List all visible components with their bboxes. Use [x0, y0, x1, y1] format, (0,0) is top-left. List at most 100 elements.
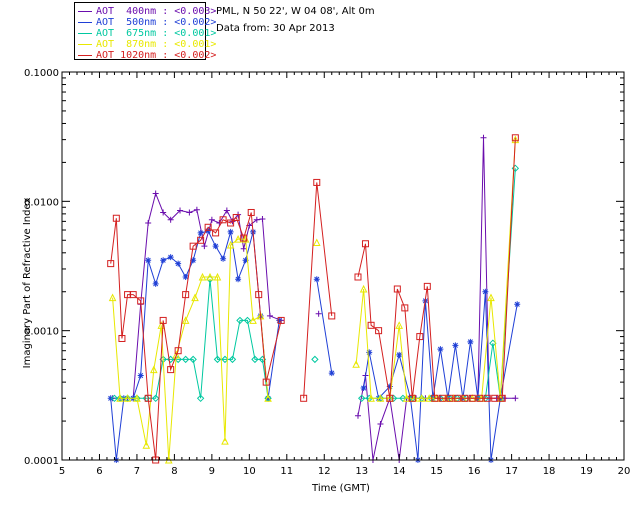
data-point — [234, 235, 242, 243]
site-info-line1: PML, N 50 22', W 04 08', Alt 0m — [216, 6, 375, 17]
data-point — [167, 254, 174, 261]
data-point — [201, 243, 208, 250]
data-point — [145, 257, 152, 264]
data-point — [491, 394, 499, 402]
data-point — [467, 338, 474, 345]
data-point — [354, 412, 361, 419]
data-point — [251, 355, 259, 364]
series-line — [112, 191, 282, 399]
data-point — [204, 223, 212, 231]
x-tick-label: 13 — [355, 466, 368, 477]
x-tick-label: 17 — [505, 466, 518, 477]
data-point — [240, 234, 248, 242]
legend-swatch — [78, 11, 92, 12]
data-point — [159, 316, 167, 324]
data-point — [389, 394, 398, 402]
data-point — [172, 350, 181, 359]
data-point — [276, 317, 283, 324]
legend-label: AOT 675nm : <0.001> — [96, 28, 217, 39]
data-point — [498, 394, 506, 402]
data-point — [186, 209, 193, 216]
legend-swatch — [78, 55, 92, 56]
data-point — [399, 394, 407, 402]
data-point — [512, 395, 519, 402]
data-point — [219, 216, 227, 224]
data-point — [468, 394, 476, 402]
data-point — [514, 301, 521, 308]
data-point — [167, 216, 174, 223]
data-point — [367, 394, 375, 402]
data-point — [277, 316, 285, 324]
data-point — [358, 394, 366, 402]
data-point — [232, 213, 240, 221]
x-tick-label: 15 — [430, 466, 443, 477]
data-point — [453, 394, 461, 402]
x-tick-label: 10 — [243, 466, 256, 477]
legend-label: AOT 400nm : <0.003> — [96, 6, 217, 17]
legend-label: AOT 870nm : <0.001> — [96, 39, 217, 50]
series-line — [355, 139, 516, 399]
data-point — [107, 395, 114, 402]
data-point — [312, 238, 321, 247]
x-tick-label: 12 — [318, 466, 331, 477]
data-point — [437, 346, 444, 353]
data-point — [446, 394, 454, 402]
data-point — [431, 394, 439, 402]
data-point — [395, 321, 404, 329]
data-point — [377, 420, 384, 427]
series-line — [112, 238, 269, 461]
data-point — [483, 394, 491, 402]
data-point — [235, 276, 242, 283]
data-point — [247, 208, 255, 216]
data-point — [313, 276, 320, 283]
legend-entry: AOT 400nm : <0.003> — [75, 5, 216, 18]
series-line — [303, 182, 333, 399]
y-tick-label: 0.0100 — [24, 197, 59, 208]
series-line — [357, 137, 516, 461]
data-point — [376, 394, 385, 402]
x-tick-label: 5 — [59, 466, 65, 477]
data-point — [160, 257, 167, 264]
data-point — [213, 272, 222, 281]
x-tick-label: 14 — [393, 466, 406, 477]
data-point — [328, 312, 336, 320]
data-point — [452, 342, 459, 349]
legend-swatch — [78, 22, 92, 23]
series-4 — [107, 134, 519, 464]
series-1 — [107, 227, 521, 463]
data-point — [401, 304, 409, 312]
legend-label: AOT 1020nm : <0.002> — [96, 50, 217, 61]
data-point — [182, 273, 189, 280]
data-point — [190, 257, 197, 264]
data-point — [182, 291, 190, 299]
data-point — [417, 394, 426, 402]
data-point — [361, 240, 369, 248]
legend-entry: AOT 870nm : <0.001> — [75, 38, 216, 51]
data-point — [262, 378, 270, 386]
data-point — [137, 372, 144, 379]
data-point — [191, 293, 199, 302]
data-point — [386, 383, 393, 390]
series-line — [110, 212, 282, 461]
data-point — [315, 310, 322, 317]
data-point — [181, 355, 190, 364]
data-point — [193, 206, 200, 213]
data-point — [359, 284, 368, 293]
series-line — [110, 230, 280, 461]
x-tick-label: 20 — [618, 466, 631, 477]
data-point — [511, 134, 519, 142]
data-point — [487, 293, 495, 302]
data-point — [212, 229, 220, 237]
data-point — [220, 255, 227, 262]
data-point — [402, 394, 411, 402]
data-point — [438, 394, 446, 402]
data-point — [197, 236, 205, 244]
data-point — [213, 355, 222, 364]
data-point — [137, 297, 145, 305]
data-point — [226, 240, 235, 249]
data-point — [249, 316, 257, 324]
data-point — [393, 285, 401, 293]
data-point — [386, 394, 394, 402]
data-point — [360, 385, 367, 392]
x-tick-label: 7 — [134, 466, 140, 477]
